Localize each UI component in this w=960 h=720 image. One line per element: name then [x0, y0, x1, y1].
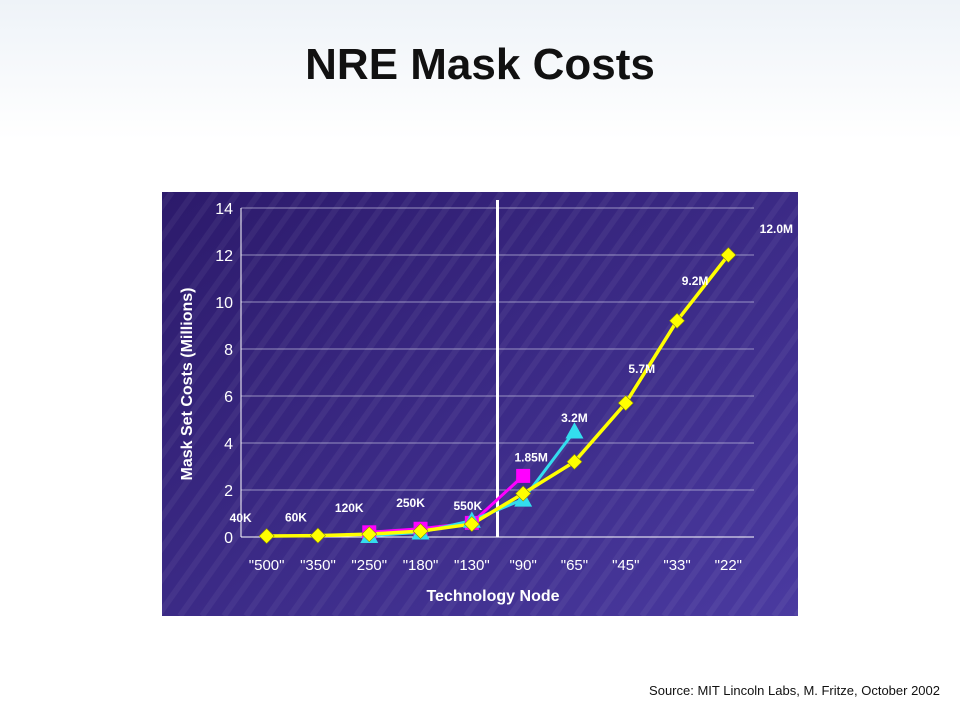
y-tick-label: 10: [215, 295, 233, 312]
texture-stripe: [162, 192, 461, 616]
texture-stripe: [617, 359, 798, 616]
texture-stripe: [529, 234, 798, 616]
texture-stripe: [507, 203, 798, 616]
texture-stripe: [162, 192, 395, 523]
marker-diamond: [617, 395, 634, 411]
texture-stripe: [162, 192, 307, 398]
texture-stripe: [375, 192, 681, 616]
texture-stripe: [441, 192, 747, 616]
data-label: 120K: [335, 501, 364, 515]
header-band: [0, 0, 960, 140]
texture-stripe: [162, 192, 263, 336]
y-tick-labels: 0 2 4 6 8 10 12 14: [215, 201, 233, 547]
slide-title: NRE Mask Costs: [305, 40, 655, 89]
marker-diamond: [258, 528, 275, 544]
data-label: 40K: [230, 511, 252, 525]
source-note: Source: MIT Lincoln Labs, M. Fritze, Oct…: [649, 683, 940, 698]
y-tick-label: 2: [224, 483, 233, 500]
series-line-diamond: [266, 253, 730, 538]
x-tick-label: "65": [561, 557, 588, 574]
data-label: 250K: [396, 496, 425, 510]
x-tick-label: "250": [351, 557, 387, 574]
chart-panel: 0 2 4 6 8 10 12 14 "500" "350" "250" "180" "130" "90…: [162, 192, 798, 616]
texture-stripe: [397, 192, 703, 616]
y-tick-label: 8: [224, 342, 233, 359]
marker-diamond: [720, 247, 737, 263]
marker-diamond: [566, 453, 583, 470]
marker-diamond: [361, 526, 378, 543]
x-tick-label: "33": [663, 557, 690, 574]
y-tick-label: 6: [224, 389, 233, 406]
data-label: 3.2M: [561, 411, 588, 425]
data-label: 5.7M: [628, 362, 655, 376]
texture-stripe: [573, 297, 798, 616]
texture-stripe: [162, 192, 329, 429]
y-axis-label: Mask Set Costs (Millions): [179, 288, 196, 481]
data-label: 60K: [285, 511, 307, 525]
texture-stripe: [551, 265, 798, 616]
texture-stripe: [683, 452, 798, 616]
texture-stripe: [309, 192, 615, 616]
texture-stripe: [463, 192, 769, 616]
texture-stripe: [199, 192, 505, 616]
data-label: 550K: [454, 499, 483, 513]
y-tick-label: 14: [215, 201, 233, 218]
texture-stripe: [162, 192, 241, 305]
chart-background: [162, 192, 798, 616]
texture-stripe: [331, 192, 637, 616]
x-tick-label: "22": [715, 557, 742, 574]
texture-stripe: [162, 192, 285, 367]
x-tick-label: "130": [454, 557, 490, 574]
series-markers: [258, 247, 737, 544]
data-label: 9.2M: [682, 274, 709, 288]
y-tick-label: 12: [215, 248, 233, 265]
x-tick-labels: "500" "350" "250" "180" "130" "90" "65" "45" "33…: [249, 557, 742, 574]
texture-stripe: [485, 192, 791, 616]
texture-stripe: [419, 192, 725, 616]
marker-diamond: [463, 516, 480, 532]
texture-stripe: [221, 192, 527, 616]
marker-square: [516, 468, 531, 483]
marker-diamond: [412, 523, 429, 540]
marker-diamond: [310, 527, 326, 544]
texture-stripe: [265, 192, 571, 616]
y-tick-label: 0: [224, 530, 233, 547]
texture-stripe: [162, 192, 219, 274]
texture-stripe: [177, 192, 483, 616]
x-axis-label: Technology Node: [426, 588, 559, 605]
x-tick-label: "90": [509, 557, 536, 574]
data-labels: 40K 60K 120K 250K 550K 1.85M 3.2M 5.7M 9.2M 12.0M: [230, 222, 793, 525]
texture-stripe: [727, 514, 798, 616]
texture-stripe: [287, 192, 593, 616]
data-label: 12.0M: [760, 222, 793, 236]
y-tick-label: 4: [224, 436, 233, 453]
marker-diamond: [515, 485, 532, 502]
texture-stripe: [162, 192, 373, 492]
x-tick-label: "350": [300, 557, 336, 574]
texture-stripe: [705, 483, 798, 616]
texture-stripe: [353, 192, 659, 616]
x-tick-label: "500": [249, 557, 285, 574]
texture-stripe: [162, 192, 439, 585]
marker-diamond: [669, 312, 685, 329]
marker-triangle: [565, 422, 584, 439]
texture-stripe: [639, 390, 798, 616]
data-label: 1.85M: [514, 451, 547, 465]
texture-stripe: [162, 192, 417, 554]
x-tick-label: "180": [403, 557, 439, 574]
background-texture: [162, 192, 798, 616]
x-tick-label: "45": [612, 557, 639, 574]
texture-stripe: [595, 328, 798, 616]
texture-stripe: [661, 421, 798, 616]
texture-stripe: [162, 192, 351, 461]
